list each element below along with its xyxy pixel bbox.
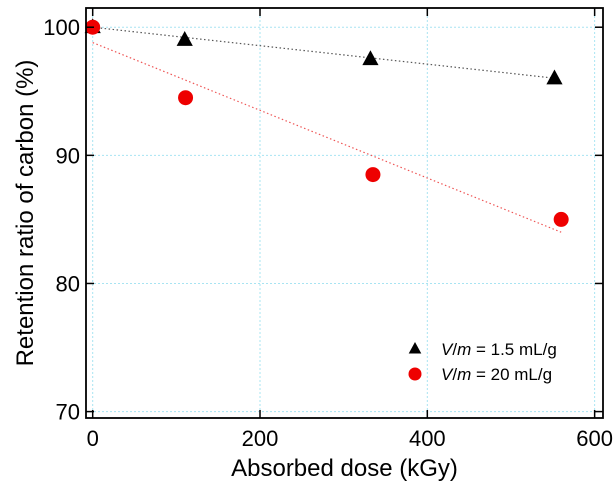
x-tick-label: 600: [576, 426, 613, 451]
y-tick-label: 70: [56, 400, 80, 425]
fit-line: [92, 26, 558, 80]
legend-circle-marker: [408, 367, 422, 381]
x-tick-label: 400: [409, 426, 446, 451]
y-tick-label: 80: [56, 271, 80, 296]
plot-area: [86, 8, 603, 418]
legend-label: V/m = 20 mL/g: [441, 365, 552, 384]
triangle-point: [362, 50, 379, 66]
circle-point: [178, 90, 194, 106]
y-axis-title: Retention ratio of carbon (%): [12, 60, 39, 367]
circle-point: [553, 211, 569, 227]
triangle-point: [176, 31, 193, 46]
plot-frame: [85, 7, 604, 419]
fit-line: [92, 42, 562, 233]
legend-label: V/m = 1.5 mL/g: [441, 340, 557, 359]
x-tick-label: 200: [242, 426, 279, 451]
y-tick-label: 100: [43, 15, 80, 40]
grid: [86, 8, 603, 418]
y-tick-label: 90: [56, 143, 80, 168]
x-tick-label: 0: [87, 426, 99, 451]
circle-point: [365, 167, 381, 183]
legend-triangle-marker: [408, 342, 422, 354]
legend: V/m = 1.5 mL/g V/m = 20 mL/g: [408, 340, 557, 384]
axis-ticks: 0 200 400 600 70 80 90 100: [43, 8, 613, 451]
triangle-point: [546, 69, 563, 85]
x-axis-title: Absorbed dose (kGy): [231, 455, 458, 482]
fit-lines: [92, 26, 562, 233]
